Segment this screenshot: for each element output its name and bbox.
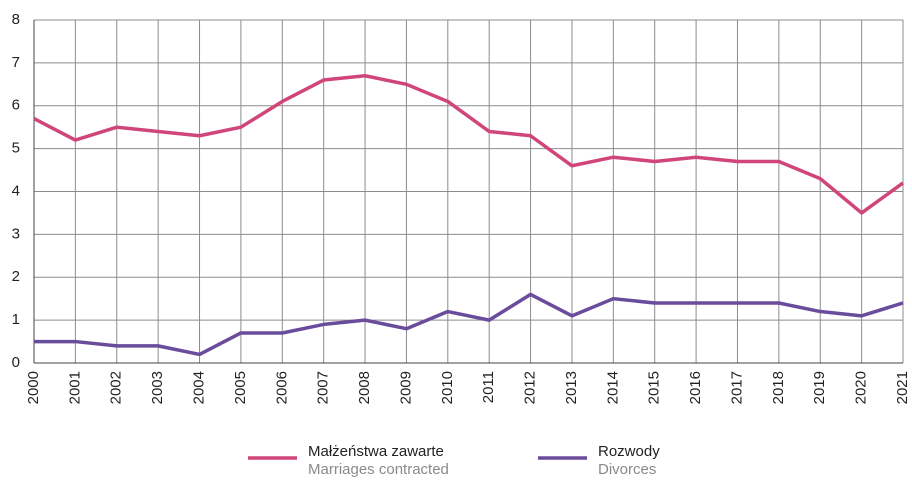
- x-tick-label: 2008: [356, 371, 373, 404]
- y-tick-label: 4: [12, 182, 20, 199]
- legend-label: Małżeństwa zawarte: [308, 443, 444, 460]
- x-tick-label: 2009: [397, 371, 414, 404]
- y-tick-label: 6: [12, 97, 20, 114]
- x-tick-label: 2000: [25, 371, 42, 404]
- legend-label-translation: Divorces: [598, 461, 656, 478]
- x-tick-label: 2004: [190, 371, 207, 404]
- x-tick-label: 2005: [232, 371, 249, 404]
- x-tick-label: 2010: [439, 371, 456, 404]
- y-tick-label: 5: [12, 140, 20, 157]
- x-tick-label: 2015: [646, 371, 663, 404]
- y-tick-label: 3: [12, 225, 20, 242]
- y-tick-label: 0: [12, 354, 20, 371]
- x-tick-label: 2013: [563, 371, 580, 404]
- x-tick-label: 2018: [770, 371, 787, 404]
- x-tick-label: 2021: [894, 371, 911, 404]
- x-tick-label: 2012: [522, 371, 539, 404]
- y-tick-label: 7: [12, 54, 20, 71]
- series-line: [34, 292, 904, 357]
- x-tick-label: 2014: [604, 371, 621, 404]
- legend-label: Rozwody: [598, 443, 660, 460]
- x-tick-label: 2002: [108, 371, 125, 404]
- legend-label-translation: Marriages contracted: [308, 461, 449, 478]
- x-tick-label: 2007: [315, 371, 332, 404]
- y-tick-label: 2: [12, 268, 20, 285]
- y-tick-label: 8: [12, 11, 20, 28]
- x-tick-label: 2016: [687, 371, 704, 404]
- x-tick-label: 2001: [66, 371, 83, 404]
- series-line: [33, 73, 905, 215]
- x-tick-label: 2020: [853, 371, 870, 404]
- x-tick-label: 2011: [480, 371, 497, 403]
- x-tick-label: 2006: [273, 371, 290, 404]
- y-tick-label: 1: [12, 311, 20, 328]
- x-tick-label: 2003: [149, 371, 166, 404]
- x-tick-label: 2019: [811, 371, 828, 404]
- x-tick-label: 2017: [728, 371, 745, 404]
